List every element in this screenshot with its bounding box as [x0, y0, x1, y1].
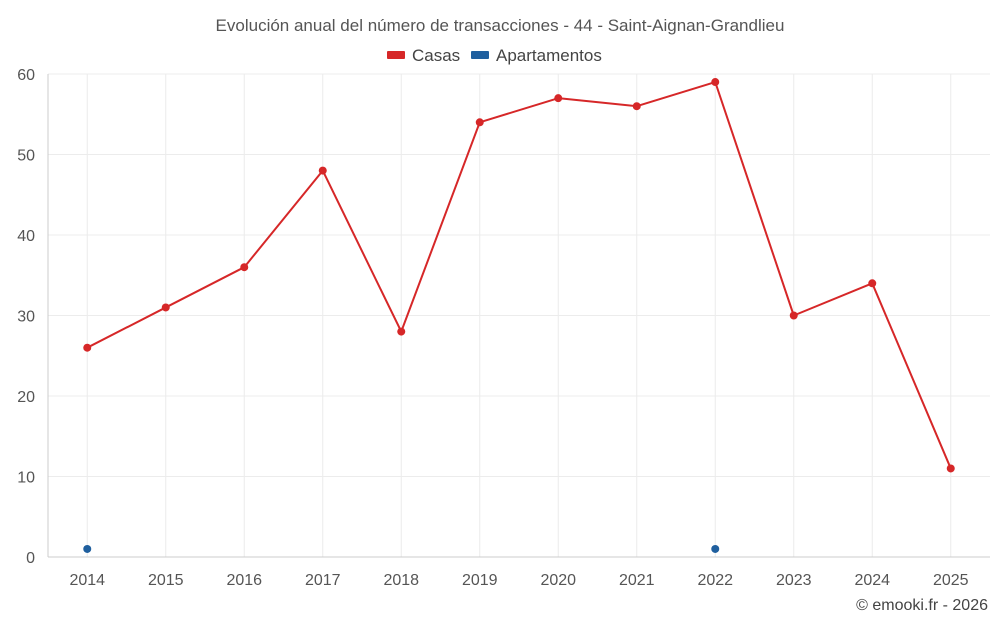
x-tick-label: 2022: [697, 572, 733, 589]
y-tick-label: 30: [17, 309, 35, 326]
chart-title: Evolución anual del número de transaccio…: [216, 16, 785, 35]
y-tick-label: 20: [17, 389, 35, 406]
data-point-casas[interactable]: [711, 78, 720, 87]
x-tick-label: 2024: [854, 572, 890, 589]
axes: 0 10 20 30 40 50 60 2014 2015 2016 2017 2018 2019 202…: [17, 67, 990, 589]
x-tick-label: 2023: [776, 572, 812, 589]
legend-item-casas[interactable]: Casas: [387, 46, 460, 65]
data-point-casas[interactable]: [554, 94, 563, 103]
data-point-apartamentos[interactable]: [83, 544, 92, 553]
data-point-casas[interactable]: [397, 327, 406, 336]
data-point-casas[interactable]: [318, 166, 327, 175]
grid: [48, 73, 990, 557]
x-tick-label: 2020: [540, 572, 576, 589]
x-tick-label: 2017: [305, 572, 341, 589]
legend-item-apartamentos[interactable]: Apartamentos: [471, 46, 602, 65]
x-tick-label: 2016: [226, 572, 262, 589]
data-point-casas[interactable]: [240, 263, 249, 272]
y-tick-label: 40: [17, 228, 35, 245]
data-point-casas[interactable]: [475, 118, 484, 127]
legend-label-casas: Casas: [412, 46, 460, 65]
y-tick-label: 10: [17, 470, 35, 487]
data-point-casas[interactable]: [946, 464, 955, 473]
x-tick-label: 2015: [148, 572, 184, 589]
legend-swatch-casas: [387, 51, 405, 59]
x-tick-label: 2025: [933, 572, 969, 589]
x-tick-label: 2019: [462, 572, 498, 589]
credit-text: © emooki.fr - 2026: [856, 597, 988, 614]
x-tick-label: 2014: [69, 572, 105, 589]
data-point-apartamentos[interactable]: [711, 544, 720, 553]
x-tick-label: 2018: [383, 572, 419, 589]
data-point-casas[interactable]: [789, 311, 798, 320]
y-tick-label: 0: [26, 550, 35, 567]
series: [83, 78, 955, 553]
data-point-casas[interactable]: [161, 303, 170, 312]
x-tick-label: 2021: [619, 572, 655, 589]
y-tick-label: 50: [17, 148, 35, 165]
data-point-casas[interactable]: [868, 279, 877, 288]
y-tick-label: 60: [17, 67, 35, 84]
legend: Casas Apartamentos: [387, 46, 602, 65]
legend-label-apartamentos: Apartamentos: [496, 46, 602, 65]
legend-swatch-apartamentos: [471, 51, 489, 59]
series-line-casas: [86, 81, 952, 469]
data-point-casas[interactable]: [632, 102, 641, 111]
data-point-casas[interactable]: [83, 343, 92, 352]
